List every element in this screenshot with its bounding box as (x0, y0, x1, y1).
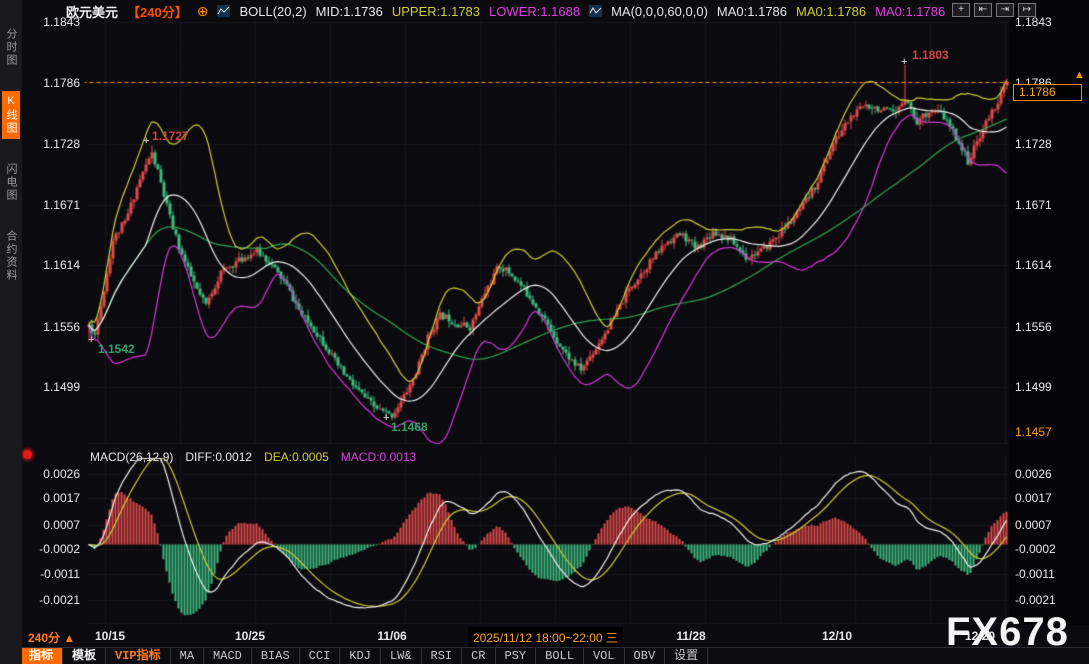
marker-cross-icon: + (383, 412, 389, 424)
macd-indicator-header: MACD(26,12,9) DIFF:0.0012 DEA:0.0005 MAC… (90, 450, 416, 464)
marker-cross-icon: + (143, 135, 149, 147)
toolbar-item-VOL[interactable]: VOL (584, 648, 625, 664)
macd-tick-right: 0.0007 (1015, 518, 1052, 532)
alert-dot-icon[interactable] (23, 450, 32, 459)
candlestick-chart-canvas[interactable] (0, 0, 1089, 625)
price-tick-left: 1.1671 (22, 198, 80, 212)
toolbar-item-指标[interactable]: 指标 (20, 648, 63, 664)
ma0-yellow-value: MA0:1.1786 (796, 4, 866, 19)
period-label[interactable]: 【240分】 (127, 2, 188, 21)
boll-mini-chart-icon (217, 5, 230, 17)
marker-cross-icon: + (901, 56, 907, 68)
toolbar-item-MACD[interactable]: MACD (204, 648, 252, 664)
date-label-11/06: 11/06 (377, 629, 406, 643)
toolbar-item-OBV[interactable]: OBV (625, 648, 666, 664)
marker-1.1727: 1.1727 (152, 129, 189, 143)
marker-1.1803: 1.1803 (912, 48, 949, 62)
price-tick-left: 1.1786 (22, 76, 80, 90)
chart-type-sidebar: 分时图 K线图闪电图合约资料 (0, 0, 22, 664)
toolbar-item-VIP指标[interactable]: VIP指标 (106, 648, 171, 664)
marker-1.1542: 1.1542 (98, 342, 135, 356)
macd-diff-value: DIFF:0.0012 (185, 450, 252, 464)
macd-tick-left: -0.0011 (22, 567, 80, 581)
chart-header: 欧元美元 【240分】 ⊕ BOLL(20,2) MID:1.1736 UPPE… (66, 3, 945, 19)
marker-1.1468: 1.1468 (391, 420, 428, 434)
date-label-10/25: 10/25 (235, 629, 265, 643)
macd-tick-left: 0.0026 (22, 467, 80, 481)
macd-tick-right: -0.0021 (1015, 593, 1056, 607)
timeframe-selector[interactable]: 240分 ▲ (28, 629, 75, 646)
price-tick-right: 1.1556 (1015, 320, 1052, 334)
macd-tick-left: -0.0021 (22, 593, 80, 607)
add-indicator-icon[interactable]: ⊕ (197, 3, 209, 20)
ma-mini-chart-icon (589, 5, 602, 17)
crosshair-move-icon[interactable]: + (952, 3, 970, 17)
crosshair-datetime-label: 2025/11/12 18:00~22:00 三 (468, 627, 623, 648)
price-tick-right: 1.1728 (1015, 137, 1052, 151)
price-tick-left: 1.1556 (22, 320, 80, 334)
symbol-title: 欧元美元 (66, 2, 118, 21)
macd-title[interactable]: MACD(26,12,9) (90, 450, 173, 464)
fx678-watermark: FX678 (946, 610, 1069, 655)
scale-x-left-icon[interactable]: ⇤ (974, 3, 992, 17)
ma0-white-value: MA0:1.1786 (717, 4, 787, 19)
ma0-magenta-value: MA0:1.1786 (875, 4, 945, 19)
macd-tick-left: 0.0007 (22, 518, 80, 532)
price-tick-right: 1.1614 (1015, 258, 1052, 272)
toolbar-item-KDJ[interactable]: KDJ (340, 648, 381, 664)
toolbar-item-设置[interactable]: 设置 (665, 648, 708, 664)
price-tick-left: 1.1499 (22, 380, 80, 394)
toolbar-item-MA[interactable]: MA (171, 648, 204, 664)
macd-tick-left: -0.0002 (22, 542, 80, 556)
price-tick-left: 1.1614 (22, 258, 80, 272)
boll-name[interactable]: BOLL(20,2) (239, 4, 306, 19)
toolbar-item-BOLL[interactable]: BOLL (536, 648, 584, 664)
boll-lower-value: LOWER:1.1688 (489, 4, 580, 19)
marker-cross-icon: + (88, 334, 94, 346)
toolbar-item-模板[interactable]: 模板 (63, 648, 106, 664)
toolbar-item-CR[interactable]: CR (462, 648, 495, 664)
macd-tick-right: -0.0011 (1015, 567, 1055, 581)
sidebar-item-分时图[interactable]: 分时图 (2, 24, 20, 71)
date-label-11/28: 11/28 (676, 629, 705, 643)
range-bottom-label: 1.1457 (1015, 425, 1052, 439)
sidebar-item-闪电图[interactable]: 闪电图 (2, 159, 20, 206)
indicator-toolbar: 指标模板VIP指标MAMACDBIASCCIKDJLW&RSICRPSYBOLL… (0, 647, 1089, 664)
trading-app-window: 分时图 K线图闪电图合约资料 欧元美元 【240分】 ⊕ BOLL(20,2) M… (0, 0, 1089, 664)
toolbar-item-CCI[interactable]: CCI (300, 648, 341, 664)
price-up-arrow-icon: ▲ (1074, 69, 1085, 81)
price-tick-right: 1.1843 (1015, 15, 1052, 29)
macd-tick-right: 0.0017 (1015, 491, 1052, 505)
price-tick-right: 1.1499 (1015, 380, 1052, 394)
sidebar-item-合约资料[interactable]: 合约资料 (2, 226, 20, 286)
boll-mid-value: MID:1.1736 (316, 4, 383, 19)
toolbar-item-PSY[interactable]: PSY (496, 648, 537, 664)
toolbar-item-RSI[interactable]: RSI (422, 648, 463, 664)
macd-tick-right: -0.0002 (1015, 542, 1056, 556)
boll-upper-value: UPPER:1.1783 (392, 4, 480, 19)
pan-right-icon[interactable]: ↦ (1018, 3, 1036, 17)
date-label-12/10: 12/10 (822, 629, 852, 643)
time-axis: 240分 ▲ 2025/11/12 18:00~22:00 三 10/15 10/… (0, 625, 1089, 647)
ma-name[interactable]: MA(0,0,0,60,0,0) (611, 4, 708, 19)
macd-tick-left: 0.0017 (22, 491, 80, 505)
toolbar-item-BIAS[interactable]: BIAS (252, 648, 300, 664)
macd-macd-value: MACD:0.0013 (341, 450, 416, 464)
sidebar-item-K线图[interactable]: K线图 (2, 91, 20, 139)
price-tick-left: 1.1728 (22, 137, 80, 151)
chart-tool-buttons: + ⇤ ⇥ ↦ (952, 3, 1036, 17)
price-tick-right: 1.1671 (1015, 198, 1052, 212)
macd-tick-right: 0.0026 (1015, 467, 1052, 481)
current-price-box: 1.1786 (1013, 84, 1082, 101)
scale-x-right-icon[interactable]: ⇥ (996, 3, 1014, 17)
macd-dea-value: DEA:0.0005 (264, 450, 329, 464)
date-label-10/15: 10/15 (95, 629, 125, 643)
toolbar-item-LW&[interactable]: LW& (381, 648, 422, 664)
